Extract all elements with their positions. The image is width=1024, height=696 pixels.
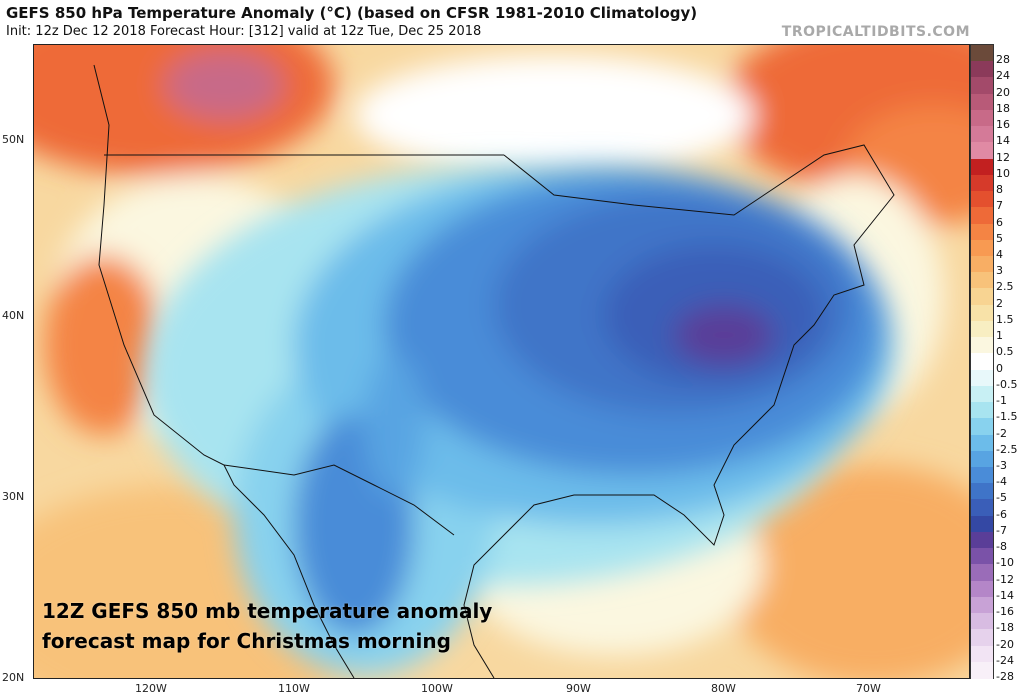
map-graphic <box>34 45 969 678</box>
colorbar-tick-label: -10 <box>996 556 1014 570</box>
lon-label: 120W <box>135 682 167 695</box>
colorbar-tick-label: 8 <box>996 183 1003 197</box>
colorbar-swatch <box>971 45 993 62</box>
colorbar-tick-label: -24 <box>996 653 1014 667</box>
map-caption: 12Z GEFS 850 mb temperature anomaly fore… <box>42 596 492 656</box>
colorbar-tick-label: 0 <box>996 361 1003 375</box>
colorbar-swatch <box>971 418 993 436</box>
colorbar-tick-label: -16 <box>996 605 1014 619</box>
colorbar-tick-label: -8 <box>996 540 1007 554</box>
anomaly-map <box>33 44 970 679</box>
lon-label: 90W <box>566 682 591 695</box>
caption-line-2: forecast map for Christmas morning <box>42 629 451 653</box>
colorbar-swatch <box>971 450 993 468</box>
colorbar-tick-label: 4 <box>996 248 1003 261</box>
colorbar-tick-label: -14 <box>996 588 1014 602</box>
colorbar-swatch <box>971 645 993 663</box>
colorbar-tick-label: -2.5 <box>996 442 1018 456</box>
colorbar-swatch <box>971 320 993 338</box>
colorbar-swatch <box>971 596 993 614</box>
colorbar-swatch <box>971 304 993 322</box>
lat-label: 30N <box>2 490 25 503</box>
colorbar-swatch <box>971 174 993 192</box>
lon-label: 80W <box>711 682 736 695</box>
colorbar-tick-label: 2.5 <box>996 280 1014 294</box>
colorbar-tick-label: 18 <box>996 101 1010 115</box>
colorbar-swatch <box>971 142 993 160</box>
lon-label: 110W <box>278 682 310 695</box>
colorbar-swatch <box>971 499 993 517</box>
colorbar-tick-label: 1.5 <box>996 312 1014 326</box>
colorbar-tick-label: 5 <box>996 231 1003 245</box>
colorbar-swatch <box>971 531 993 549</box>
colorbar-tick-label: -20 <box>996 637 1014 651</box>
colorbar-swatch <box>971 548 993 566</box>
colorbar-swatch <box>971 467 993 484</box>
colorbar-swatch <box>971 93 993 111</box>
colorbar-swatch <box>971 353 993 371</box>
lon-label: 70W <box>856 682 881 695</box>
colorbar-swatch <box>971 223 993 241</box>
brand-watermark: TROPICALTIDBITS.COM <box>781 24 970 40</box>
colorbar-tick-label: -5 <box>996 491 1007 505</box>
colorbar-swatch <box>971 580 993 598</box>
colorbar-tick-label: -18 <box>996 621 1014 635</box>
colorbar-swatch <box>971 661 993 679</box>
colorbar-tick-label: 6 <box>996 215 1003 229</box>
colorbar-tick-label: 14 <box>996 134 1010 148</box>
colorbar-tick-label: -2 <box>996 426 1007 440</box>
colorbar-swatch <box>971 207 993 225</box>
lat-label: 20N <box>2 671 25 684</box>
colorbar-swatch <box>971 629 993 647</box>
colorbar-swatch <box>971 191 993 209</box>
colorbar-tick-label: -3 <box>996 459 1007 472</box>
lon-label: 100W <box>421 682 453 695</box>
lat-label: 50N <box>2 133 25 146</box>
colorbar-tick-label: 3 <box>996 264 1003 278</box>
colorbar-swatch <box>971 272 993 290</box>
colorbar-swatch <box>971 369 993 387</box>
colorbar-swatch <box>971 288 993 306</box>
colorbar-swatch <box>971 239 993 257</box>
colorbar-tick-label: 20 <box>996 85 1010 99</box>
colorbar-tick-label: -0.5 <box>996 377 1018 391</box>
colorbar-swatch <box>971 126 993 144</box>
colorbar-tick-label: -7 <box>996 523 1007 537</box>
colorbar-tick-label: 12 <box>996 150 1010 164</box>
colorbar-swatch <box>971 564 993 582</box>
colorbar-swatch <box>971 109 993 127</box>
colorbar-tick-label: 0.5 <box>996 345 1014 359</box>
colorbar-swatch <box>971 483 993 501</box>
colorbar-swatch <box>971 337 993 355</box>
colorbar-tick-label: 2 <box>996 296 1003 310</box>
caption-line-1: 12Z GEFS 850 mb temperature anomaly <box>42 599 493 623</box>
colorbar-tick-label: 24 <box>996 69 1010 83</box>
colorbar-swatch <box>971 613 993 631</box>
colorbar-swatch <box>971 434 993 452</box>
colorbar-tick-label: 16 <box>996 118 1010 132</box>
map-title: GEFS 850 hPa Temperature Anomaly (°C) (b… <box>6 4 698 22</box>
colorbar-tick-label: 28 <box>996 53 1010 67</box>
colorbar-swatch <box>971 77 993 95</box>
lat-label: 40N <box>2 309 25 322</box>
colorbar-tick-label: -28 <box>996 670 1014 683</box>
colorbar-tick-label: 10 <box>996 166 1010 180</box>
colorbar-swatch <box>971 385 993 403</box>
colorbar <box>970 44 994 679</box>
colorbar-tick-label: -1 <box>996 394 1007 408</box>
colorbar-tick-label: -6 <box>996 507 1007 521</box>
colorbar-swatch <box>971 402 993 420</box>
colorbar-tick-label: 7 <box>996 199 1003 213</box>
colorbar-tick-label: -1.5 <box>996 410 1018 424</box>
colorbar-tick-label: -12 <box>996 572 1014 586</box>
colorbar-swatch <box>971 61 993 79</box>
colorbar-tick-label: -4 <box>996 475 1007 489</box>
colorbar-swatch <box>971 158 993 176</box>
colorbar-swatch <box>971 515 993 533</box>
colorbar-swatch <box>971 256 993 273</box>
colorbar-tick-label: 1 <box>996 329 1003 343</box>
forecast-info: Init: 12z Dec 12 2018 Forecast Hour: [31… <box>6 24 482 39</box>
